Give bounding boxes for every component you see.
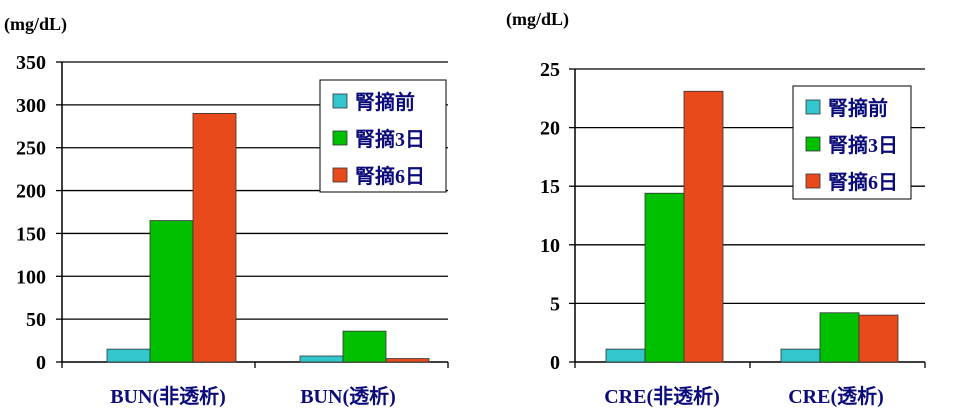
bar — [858, 314, 899, 363]
bar — [683, 90, 724, 363]
y-tick-label: 350 — [16, 52, 46, 74]
unit-label: (mg/dL) — [506, 9, 569, 30]
bar — [605, 348, 646, 363]
legend-label: 腎摘前 — [355, 90, 415, 114]
y-tick-label: 50 — [26, 309, 46, 331]
category-label: BUN(非透析) — [110, 385, 226, 408]
y-tick-label: 100 — [16, 266, 46, 288]
y-tick-label: 20 — [540, 118, 560, 140]
y-tick-label: 0 — [36, 352, 46, 374]
unit-label: (mg/dL) — [4, 14, 67, 35]
bar — [192, 113, 237, 363]
chart-1: (mg/dL) 0 50 100 150 200 250 300 350 BUN(非透析) BUN(… — [4, 14, 449, 408]
bar — [149, 220, 194, 363]
legend-swatch — [332, 93, 348, 109]
legend-swatch — [805, 99, 821, 115]
y-tick-label: 200 — [16, 181, 46, 203]
legend-swatch — [805, 173, 821, 189]
y-tick-label: 25 — [540, 59, 560, 81]
legend-label: 腎摘3日 — [355, 127, 425, 151]
category-label: BUN(透析) — [300, 385, 396, 408]
bar — [385, 358, 430, 363]
legend-label: 腎摘前 — [828, 96, 888, 120]
legend-swatch — [332, 167, 348, 183]
category-label: CRE(透析) — [788, 385, 884, 408]
y-tick-label: 0 — [550, 352, 560, 374]
bar — [819, 312, 860, 363]
y-tick-label: 150 — [16, 223, 46, 245]
bar — [644, 192, 685, 363]
legend-swatch — [332, 130, 348, 146]
bar — [106, 348, 151, 363]
chart-2: (mg/dL) 0 5 10 15 20 25 CRE(非透析) CRE(透析) 腎摘前腎摘3日腎… — [506, 9, 926, 408]
legend-label: 腎摘3日 — [828, 133, 898, 157]
y-tick-label: 5 — [550, 293, 560, 315]
y-tick-label: 10 — [540, 235, 560, 257]
legend-swatch — [805, 136, 821, 152]
category-label: CRE(非透析) — [604, 385, 720, 408]
bar — [780, 348, 821, 363]
bar — [342, 330, 387, 363]
bar — [299, 355, 344, 363]
legend-label: 腎摘6日 — [828, 170, 898, 194]
y-tick-label: 300 — [16, 95, 46, 117]
legend-label: 腎摘6日 — [355, 164, 425, 188]
y-tick-label: 250 — [16, 138, 46, 160]
y-tick-label: 15 — [540, 176, 560, 198]
